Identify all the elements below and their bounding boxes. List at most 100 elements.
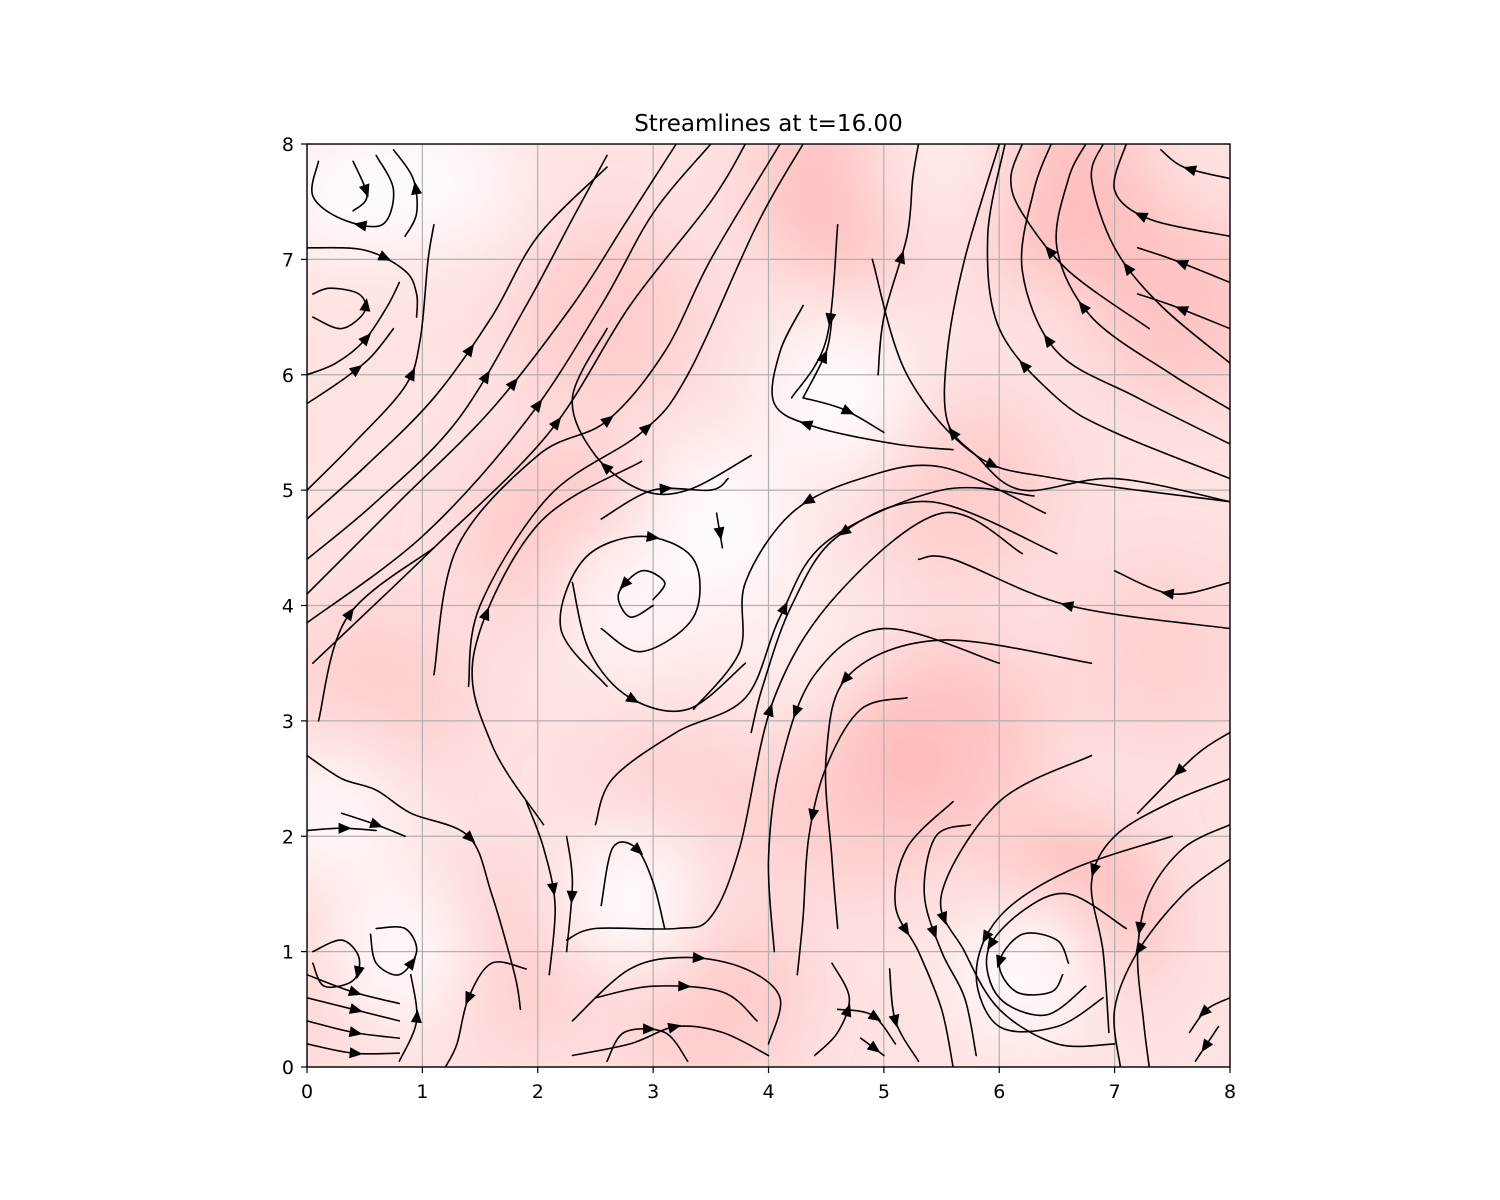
arrowhead-28	[619, 576, 633, 590]
streamline-11	[307, 144, 712, 624]
arrowhead-15	[638, 423, 653, 436]
arrowhead-64	[347, 985, 362, 997]
x-tick-label-1: 1	[416, 1081, 428, 1103]
arrowhead-61	[1173, 763, 1187, 777]
arrowhead-48	[1174, 259, 1190, 271]
arrowhead-9	[478, 370, 490, 385]
streamline-56	[985, 892, 1127, 1017]
plot-area	[307, 144, 1230, 1067]
streamline-44	[1055, 144, 1230, 411]
streamline-54	[939, 754, 1116, 1048]
arrowhead-54	[936, 910, 948, 925]
arrowhead-20	[762, 703, 774, 718]
speed-high-11	[765, 706, 956, 897]
streamline-33	[877, 144, 920, 376]
streamline-34	[692, 464, 1047, 711]
arrowhead-79	[866, 1040, 881, 1053]
arrowhead-21	[629, 842, 644, 855]
streamline-61	[1136, 731, 1230, 814]
arrowhead-6	[348, 364, 363, 378]
arrowhead-29	[840, 404, 855, 415]
arrowhead-38	[840, 671, 854, 685]
arrowhead-19	[566, 890, 578, 904]
arrowhead-31	[799, 420, 814, 431]
arrowhead-74	[692, 952, 706, 964]
arrowhead-35	[838, 523, 852, 536]
arrowhead-52	[897, 921, 910, 936]
arrowhead-49	[1134, 212, 1149, 223]
arrowhead-13	[342, 607, 355, 622]
arrowhead-81	[888, 1013, 900, 1028]
arrowhead-63	[1201, 1038, 1214, 1053]
x-tick-label-2: 2	[532, 1081, 544, 1103]
arrowhead-57	[996, 954, 1007, 969]
streamline-27	[571, 327, 752, 496]
streamline-60	[1090, 777, 1230, 1034]
arrowhead-8	[462, 343, 475, 358]
streamline-32	[790, 224, 839, 399]
arrowhead-68	[354, 965, 365, 980]
streamline-55	[975, 835, 1174, 1033]
x-tick-label-6: 6	[993, 1081, 1005, 1103]
arrowhead-71	[369, 817, 384, 829]
streamline-39	[917, 555, 1230, 630]
arrowhead-70	[410, 1009, 422, 1024]
speed-low-8	[871, 144, 1012, 238]
arrowhead-55	[982, 929, 994, 944]
streamline-47	[1136, 293, 1230, 330]
arrowhead-40	[1160, 588, 1175, 600]
arrowhead-43	[1043, 334, 1056, 349]
arrowhead-0	[377, 250, 392, 261]
arrowhead-37	[808, 808, 820, 823]
arrowheads	[338, 165, 1214, 1059]
y-tick-label-7: 7	[282, 249, 294, 271]
speed-low-2	[560, 829, 701, 970]
arrowhead-80	[867, 1009, 882, 1022]
y-tick-label-1: 1	[282, 942, 294, 964]
x-tick-label-5: 5	[878, 1081, 890, 1103]
arrowhead-16	[479, 607, 490, 622]
streamline-10	[307, 144, 677, 595]
arrowhead-45	[1123, 262, 1136, 277]
streamline-45	[1090, 144, 1230, 364]
speed-low-4	[560, 529, 701, 670]
arrowhead-11	[530, 399, 543, 413]
arrowhead-41	[948, 427, 961, 441]
speed-high-12	[307, 602, 472, 793]
speed-low-3	[958, 898, 1099, 1039]
speed-low-7	[375, 144, 516, 249]
streamline-12	[312, 144, 747, 664]
arrowhead-44	[1078, 301, 1091, 315]
arrowhead-24	[776, 601, 788, 616]
streamline-19	[565, 835, 574, 953]
x-tick-label-0: 0	[301, 1081, 313, 1103]
arrowhead-42	[1019, 360, 1033, 374]
arrowhead-50	[1183, 165, 1198, 177]
arrowhead-17	[462, 830, 476, 844]
streamline-41	[943, 144, 1230, 503]
streamline-38	[824, 639, 1093, 930]
arrowhead-76	[667, 1022, 682, 1034]
arrowhead-56	[987, 936, 999, 951]
arrowhead-75	[678, 980, 692, 992]
arrowhead-25	[659, 483, 673, 495]
y-tick-label-3: 3	[282, 711, 294, 733]
arrowhead-2	[353, 220, 368, 232]
arrowhead-77	[642, 1023, 656, 1035]
streamline-48	[1136, 247, 1230, 284]
x-tick-label-3: 3	[647, 1081, 659, 1103]
y-tick-label-2: 2	[282, 826, 294, 848]
streamline-25	[600, 477, 729, 520]
arrowhead-12	[548, 417, 562, 431]
streamline-7	[307, 224, 435, 491]
arrowhead-73	[465, 990, 476, 1005]
streamline-46	[1010, 144, 1150, 330]
arrowhead-23	[646, 531, 660, 542]
streamline-51	[871, 258, 1230, 503]
arrowhead-58	[1135, 941, 1147, 956]
arrowhead-51	[984, 457, 999, 469]
x-tick-label-7: 7	[1109, 1081, 1121, 1103]
streamline-43	[1020, 144, 1230, 445]
arrowhead-72	[338, 822, 352, 834]
streamline-78	[813, 962, 851, 1057]
